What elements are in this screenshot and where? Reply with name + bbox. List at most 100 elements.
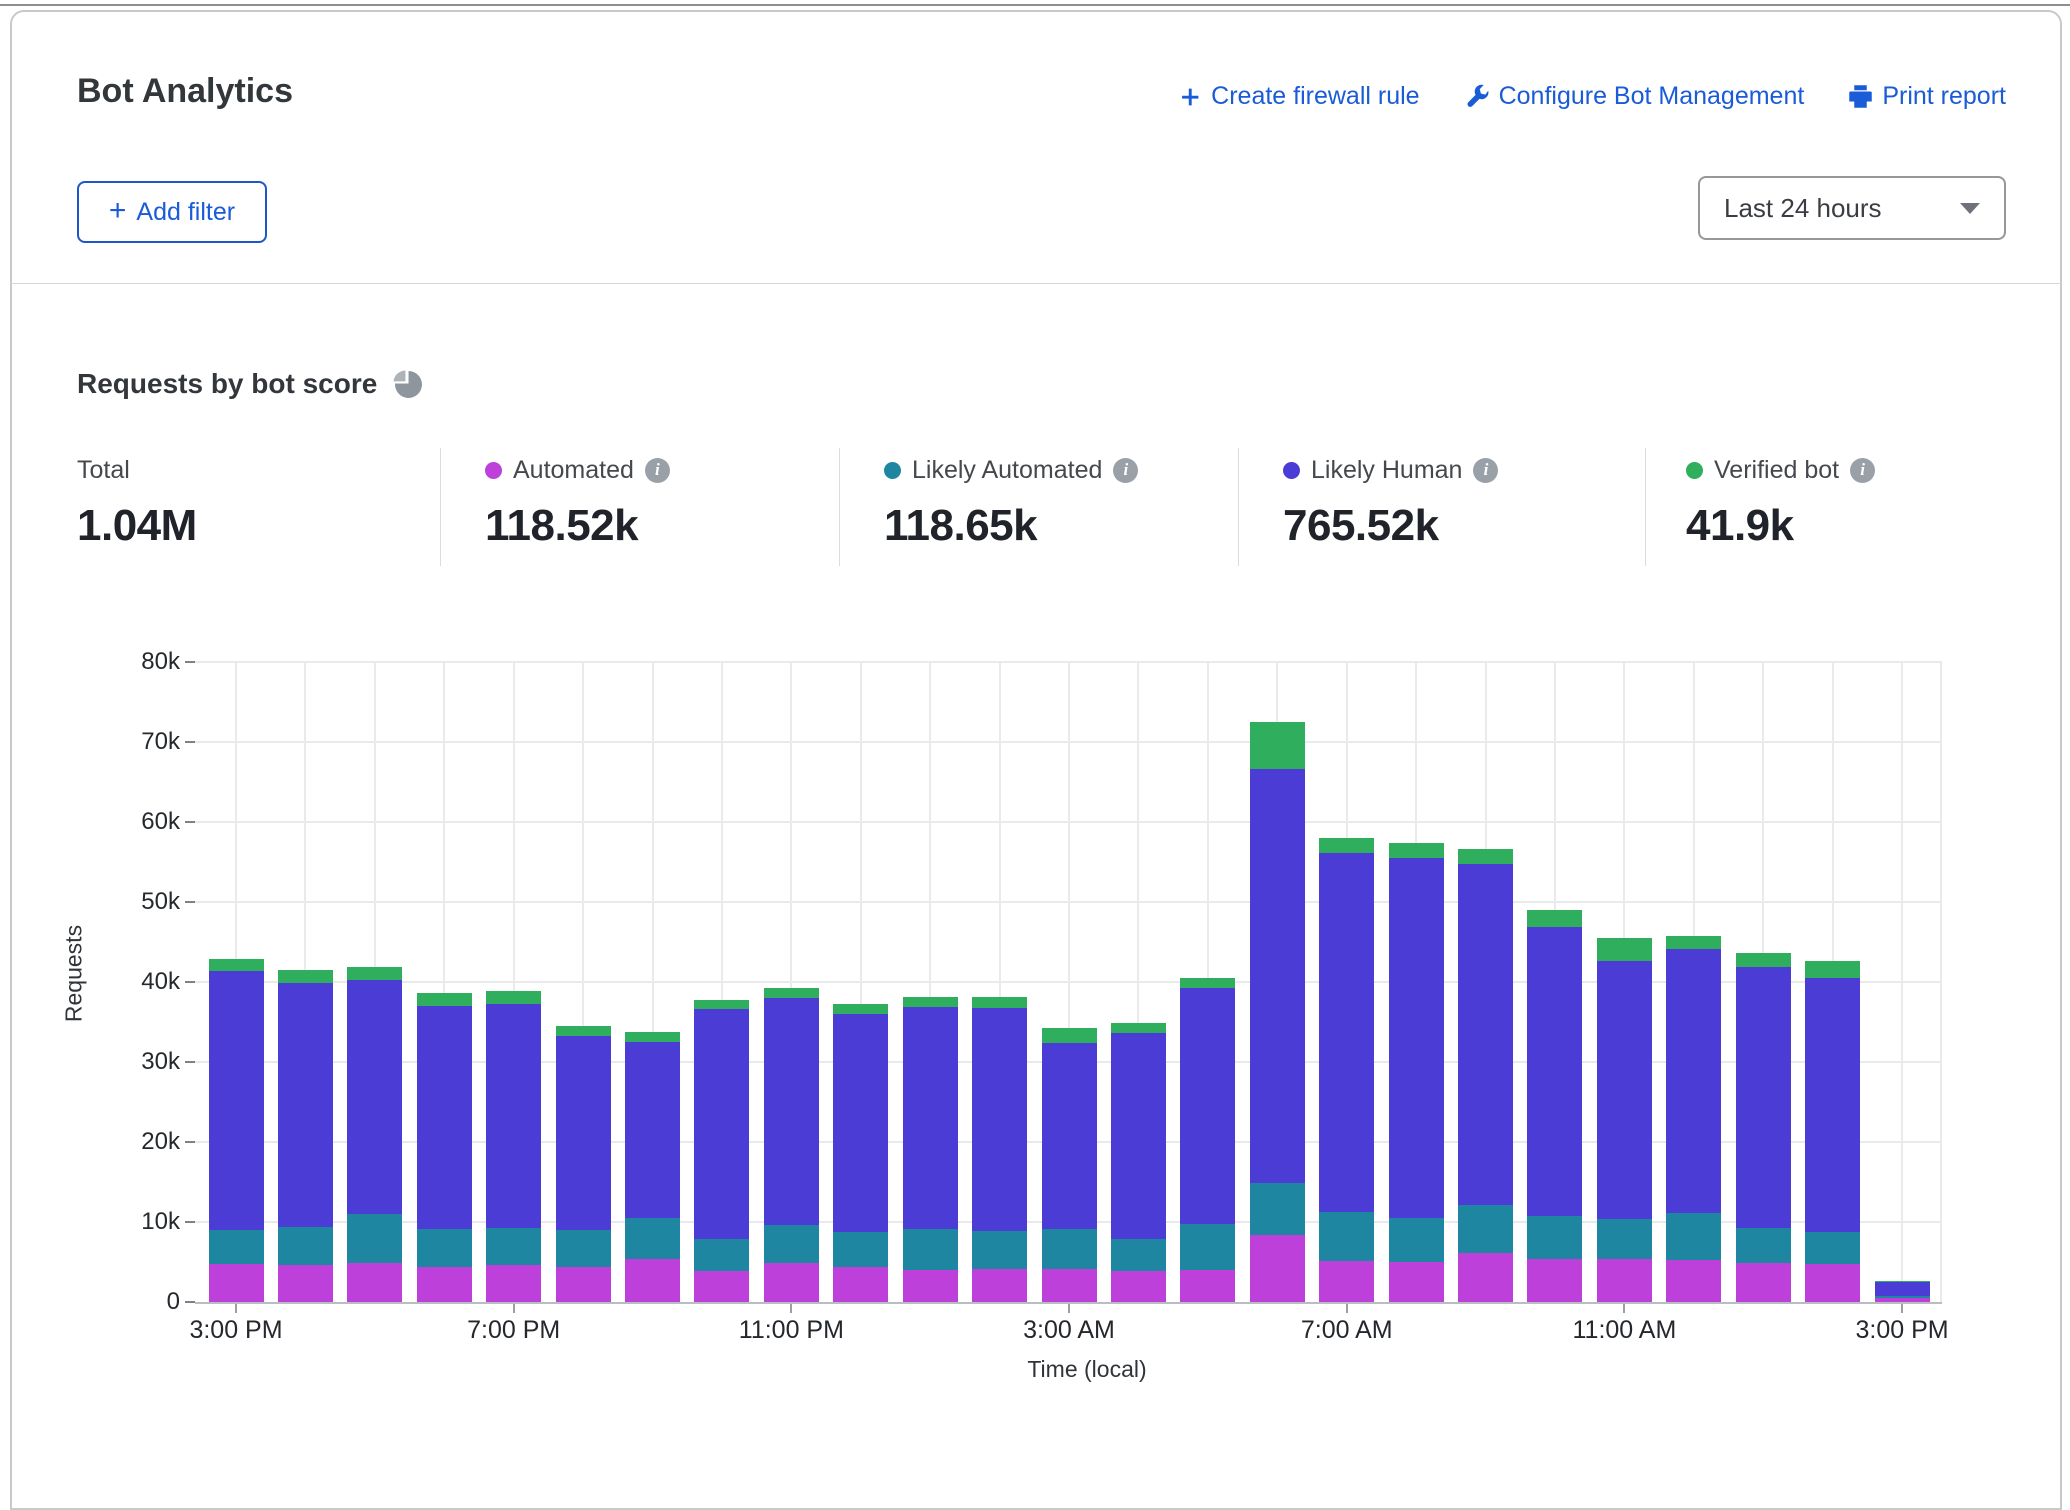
bar-segment-likely-automated[interactable] (1042, 1229, 1097, 1269)
bar-segment-verified-bot[interactable] (486, 991, 541, 1004)
bar-segment-automated[interactable] (1042, 1269, 1097, 1302)
bar-segment-automated[interactable] (278, 1265, 333, 1302)
bar-segment-likely-human[interactable] (1389, 858, 1444, 1218)
configure-bot-management-link[interactable]: Configure Bot Management (1464, 82, 1805, 111)
bar-segment-likely-human[interactable] (209, 971, 264, 1230)
bar-segment-automated[interactable] (1250, 1235, 1305, 1302)
bar-segment-likely-automated[interactable] (1389, 1218, 1444, 1262)
bar-segment-likely-human[interactable] (972, 1008, 1027, 1231)
bar-segment-likely-human[interactable] (1805, 978, 1860, 1232)
bar-segment-likely-human[interactable] (1527, 927, 1582, 1216)
bar-segment-likely-human[interactable] (486, 1004, 541, 1228)
bar-segment-likely-human[interactable] (694, 1009, 749, 1239)
bar-segment-likely-automated[interactable] (1597, 1219, 1652, 1259)
bar-segment-likely-human[interactable] (1458, 864, 1513, 1205)
bar-segment-automated[interactable] (625, 1259, 680, 1302)
info-icon[interactable]: i (645, 458, 670, 483)
bar-segment-automated[interactable] (209, 1264, 264, 1302)
bar-segment-automated[interactable] (903, 1270, 958, 1302)
bar-segment-likely-human[interactable] (1180, 988, 1235, 1223)
bar-segment-verified-bot[interactable] (278, 970, 333, 983)
bar-segment-likely-automated[interactable] (1180, 1224, 1235, 1270)
bar-segment-verified-bot[interactable] (347, 967, 402, 980)
bar-segment-likely-automated[interactable] (694, 1239, 749, 1271)
bar-segment-verified-bot[interactable] (209, 959, 264, 971)
bar-segment-likely-automated[interactable] (1666, 1213, 1721, 1259)
bar-segment-automated[interactable] (1527, 1259, 1582, 1302)
bar-segment-automated[interactable] (1736, 1263, 1791, 1302)
bar-segment-likely-automated[interactable] (417, 1229, 472, 1267)
bar-segment-verified-bot[interactable] (1527, 910, 1582, 927)
bar-segment-likely-automated[interactable] (903, 1229, 958, 1270)
bar-segment-automated[interactable] (833, 1267, 888, 1302)
bar-segment-automated[interactable] (1111, 1271, 1166, 1302)
bar-segment-verified-bot[interactable] (1389, 843, 1444, 858)
bar-segment-automated[interactable] (1597, 1259, 1652, 1302)
bar-segment-likely-automated[interactable] (556, 1230, 611, 1267)
bar-segment-automated[interactable] (764, 1263, 819, 1302)
info-icon[interactable]: i (1850, 458, 1875, 483)
bar-segment-likely-human[interactable] (1597, 961, 1652, 1219)
bar-segment-likely-human[interactable] (625, 1042, 680, 1218)
bar-segment-likely-automated[interactable] (625, 1218, 680, 1259)
bar-segment-likely-human[interactable] (1111, 1033, 1166, 1239)
bar-segment-likely-automated[interactable] (209, 1230, 264, 1264)
add-filter-button[interactable]: + Add filter (77, 181, 267, 243)
bar-segment-automated[interactable] (417, 1267, 472, 1302)
bar-segment-likely-human[interactable] (903, 1007, 958, 1229)
bar-segment-automated[interactable] (1875, 1298, 1930, 1302)
bar-segment-verified-bot[interactable] (1736, 953, 1791, 967)
bar-segment-automated[interactable] (1666, 1260, 1721, 1302)
bar-segment-likely-automated[interactable] (1319, 1212, 1374, 1262)
bar-segment-likely-human[interactable] (417, 1006, 472, 1229)
bar-segment-verified-bot[interactable] (417, 993, 472, 1006)
bar-segment-automated[interactable] (1805, 1264, 1860, 1302)
bar-segment-likely-human[interactable] (1736, 967, 1791, 1229)
bar-segment-verified-bot[interactable] (694, 1000, 749, 1010)
bar-segment-verified-bot[interactable] (1805, 961, 1860, 978)
print-report-link[interactable]: Print report (1848, 82, 2006, 111)
bar-segment-likely-automated[interactable] (1736, 1228, 1791, 1262)
bar-segment-automated[interactable] (1180, 1270, 1235, 1302)
bar-segment-verified-bot[interactable] (1180, 978, 1235, 988)
bar-segment-automated[interactable] (486, 1265, 541, 1302)
bar-segment-likely-automated[interactable] (764, 1225, 819, 1263)
bar-segment-verified-bot[interactable] (1875, 1281, 1930, 1282)
bar-segment-likely-human[interactable] (1319, 853, 1374, 1211)
bar-segment-likely-human[interactable] (1042, 1043, 1097, 1229)
create-firewall-rule-link[interactable]: Create firewall rule (1178, 82, 1419, 111)
bar-segment-likely-automated[interactable] (1875, 1296, 1930, 1298)
bar-segment-likely-human[interactable] (1875, 1282, 1930, 1296)
bar-segment-likely-automated[interactable] (486, 1228, 541, 1266)
bar-segment-verified-bot[interactable] (556, 1026, 611, 1036)
bar-segment-likely-automated[interactable] (1527, 1216, 1582, 1259)
bar-segment-automated[interactable] (347, 1263, 402, 1302)
bar-segment-likely-human[interactable] (1666, 949, 1721, 1213)
bar-segment-likely-automated[interactable] (1458, 1205, 1513, 1253)
bar-segment-likely-automated[interactable] (278, 1227, 333, 1265)
bar-segment-automated[interactable] (1389, 1262, 1444, 1302)
bar-segment-likely-human[interactable] (347, 980, 402, 1214)
bar-segment-automated[interactable] (1458, 1253, 1513, 1302)
bar-segment-verified-bot[interactable] (833, 1004, 888, 1014)
bar-segment-automated[interactable] (694, 1271, 749, 1302)
bar-segment-verified-bot[interactable] (972, 997, 1027, 1007)
bar-segment-likely-automated[interactable] (347, 1214, 402, 1263)
bar-segment-likely-human[interactable] (278, 983, 333, 1227)
bar-segment-likely-human[interactable] (556, 1036, 611, 1230)
bar-segment-likely-automated[interactable] (1805, 1232, 1860, 1264)
time-range-dropdown[interactable]: Last 24 hours (1698, 176, 2006, 240)
bar-segment-likely-human[interactable] (833, 1014, 888, 1232)
bar-segment-verified-bot[interactable] (1042, 1028, 1097, 1042)
bar-segment-likely-human[interactable] (764, 998, 819, 1225)
bar-segment-verified-bot[interactable] (903, 997, 958, 1007)
bar-segment-verified-bot[interactable] (625, 1032, 680, 1042)
info-icon[interactable]: i (1113, 458, 1138, 483)
bar-segment-verified-bot[interactable] (1458, 849, 1513, 864)
bar-segment-verified-bot[interactable] (1319, 838, 1374, 853)
info-icon[interactable]: i (1473, 458, 1498, 483)
bar-segment-likely-automated[interactable] (1250, 1183, 1305, 1235)
bar-segment-verified-bot[interactable] (1666, 936, 1721, 949)
bar-segment-verified-bot[interactable] (1597, 938, 1652, 961)
bar-segment-verified-bot[interactable] (1111, 1023, 1166, 1033)
